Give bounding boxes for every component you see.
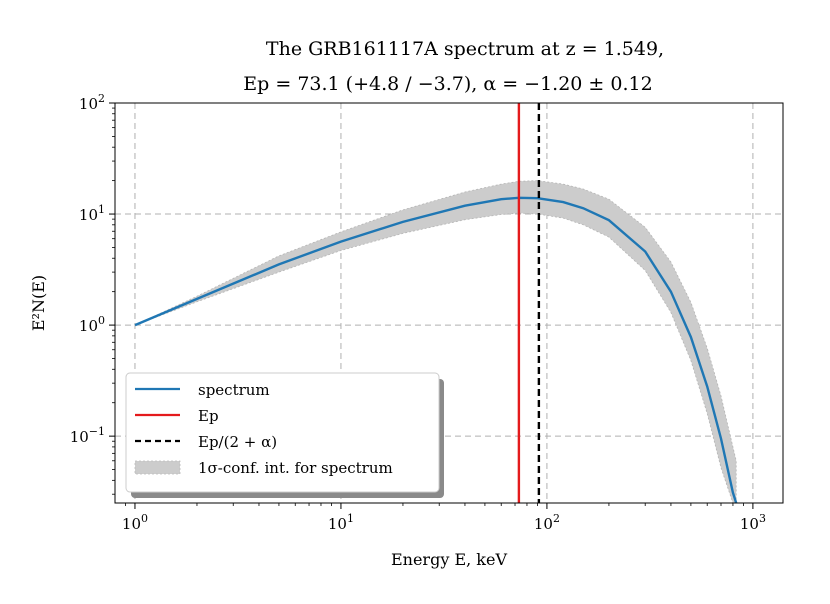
y-tick-label: 102 xyxy=(79,92,105,113)
chart-title-line1: The GRB161117A spectrum at z = 1.549, xyxy=(266,38,664,60)
vline-layer xyxy=(517,103,541,503)
plot-frame xyxy=(114,102,784,504)
chart-title-line2: Ep = 73.1 (+4.8 / −3.7), α = −1.20 ± 0.1… xyxy=(243,73,652,95)
x-tick-label: 100 xyxy=(122,512,148,533)
series-layer xyxy=(134,196,738,503)
x-axis-label: Energy E, keV xyxy=(391,550,507,569)
spectrum-line xyxy=(134,196,738,503)
y-axis-label: E²N(E) xyxy=(29,275,48,331)
legend-label-ep-ratio: Ep/(2 + α) xyxy=(198,433,277,451)
x-tick-label: 101 xyxy=(328,512,354,533)
y-tick-label: 100 xyxy=(79,314,105,335)
legend-box xyxy=(125,372,440,493)
y-tick-label: 10−1 xyxy=(70,425,105,446)
legend-swatch-confidence xyxy=(134,460,181,475)
legend-label-spectrum: spectrum xyxy=(198,381,270,399)
legend-label-ep: Ep xyxy=(198,407,219,425)
x-tick-label: 103 xyxy=(740,512,766,533)
legend-label-confidence: 1σ-conf. int. for spectrum xyxy=(198,459,393,477)
x-tick-label: 102 xyxy=(534,512,560,533)
y-tick-label: 101 xyxy=(79,203,105,224)
legend: spectrum Ep Ep/(2 + α) 1σ-conf. int. for… xyxy=(125,372,444,498)
